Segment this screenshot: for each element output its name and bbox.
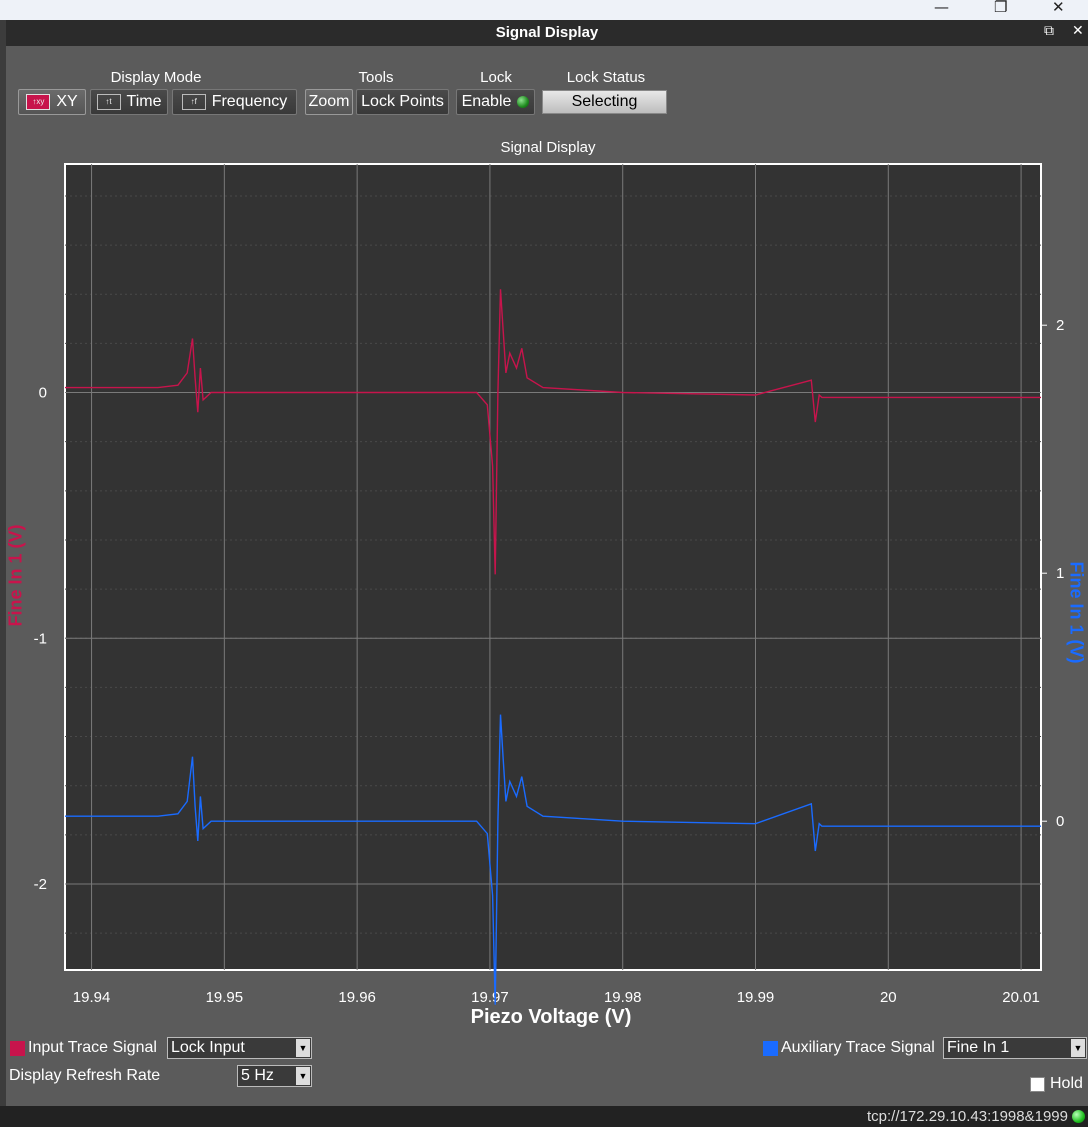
chevron-down-icon: ▼ [296, 1067, 310, 1085]
refresh-rate-select[interactable]: 5 Hz ▼ [237, 1065, 312, 1087]
right-axis-label-text: Fine In 1 (V) [1066, 561, 1087, 664]
hold-checkbox[interactable] [1030, 1077, 1045, 1092]
signal-display-panel: Display Mode Tools Lock Lock Status ↑xy … [6, 46, 1088, 1106]
tools-label: Tools [358, 69, 394, 86]
status-bar: tcp://172.29.10.43:1998&1999 [0, 1106, 1088, 1127]
input-trace-swatch [10, 1041, 25, 1056]
time-mode-label: Time [126, 93, 162, 110]
restore-icon[interactable]: ❐ [994, 0, 1008, 16]
enable-lock-button[interactable]: Enable [456, 89, 535, 115]
os-title-bar: — ❐ ✕ [0, 0, 1088, 20]
xy-plot-icon: ↑xy [26, 94, 51, 110]
minimize-icon[interactable]: — [934, 0, 949, 16]
float-icon[interactable]: ⧉ [1044, 23, 1054, 39]
aux-trace-value: Fine In 1 [947, 1039, 1010, 1056]
refresh-rate-value: 5 Hz [241, 1067, 274, 1084]
close-icon[interactable]: ✕ [1052, 0, 1065, 16]
xy-mode-button[interactable]: ↑xy XY [18, 89, 86, 115]
input-trace-label: Input Trace Signal [28, 1039, 157, 1056]
lock-status-value: Selecting [542, 90, 667, 114]
plot-title: Signal Display [500, 139, 596, 156]
x-axis-label: Piezo Voltage (V) [470, 1006, 632, 1028]
frequency-mode-button[interactable]: ↑f Frequency [172, 89, 297, 115]
enable-label: Enable [461, 93, 512, 110]
input-trace-value: Lock Input [171, 1039, 245, 1056]
chevron-down-icon: ▼ [296, 1039, 310, 1057]
chevron-down-icon: ▼ [1071, 1039, 1085, 1057]
aux-trace-swatch [763, 1041, 778, 1056]
aux-trace-label: Auxiliary Trace Signal [781, 1039, 935, 1056]
left-axis-label-text: Fine In 1 (V) [5, 524, 26, 627]
hold-label: Hold [1050, 1075, 1083, 1092]
refresh-rate-label: Display Refresh Rate [9, 1067, 161, 1084]
right-axis-label: Fine In 1 (V) [1066, 548, 1087, 678]
panel-title: Signal Display [495, 24, 599, 41]
frequency-plot-icon: ↑f [181, 94, 206, 110]
window-edge [0, 20, 6, 1127]
panel-title-bar: Signal Display ⧉ ✕ [6, 20, 1088, 46]
aux-trace-select[interactable]: Fine In 1 ▼ [943, 1037, 1087, 1059]
lock-points-button[interactable]: Lock Points [356, 89, 449, 115]
left-axis-label: Fine In 1 (V) [6, 511, 27, 641]
lock-label: Lock [480, 69, 512, 86]
frequency-mode-label: Frequency [211, 93, 288, 110]
panel-close-icon[interactable]: ✕ [1072, 23, 1084, 39]
time-mode-button[interactable]: ↑t Time [90, 89, 168, 115]
zoom-button[interactable]: Zoom [305, 89, 353, 115]
connection-led-icon [1072, 1110, 1085, 1123]
input-trace-select[interactable]: Lock Input ▼ [167, 1037, 312, 1059]
lock-led-icon [517, 96, 530, 108]
connection-address: tcp://172.29.10.43:1998&1999 [866, 1108, 1068, 1125]
lock-status-label: Lock Status [566, 69, 646, 86]
time-plot-icon: ↑t [96, 94, 121, 110]
display-mode-label: Display Mode [110, 69, 202, 86]
xy-mode-label: XY [56, 93, 78, 110]
